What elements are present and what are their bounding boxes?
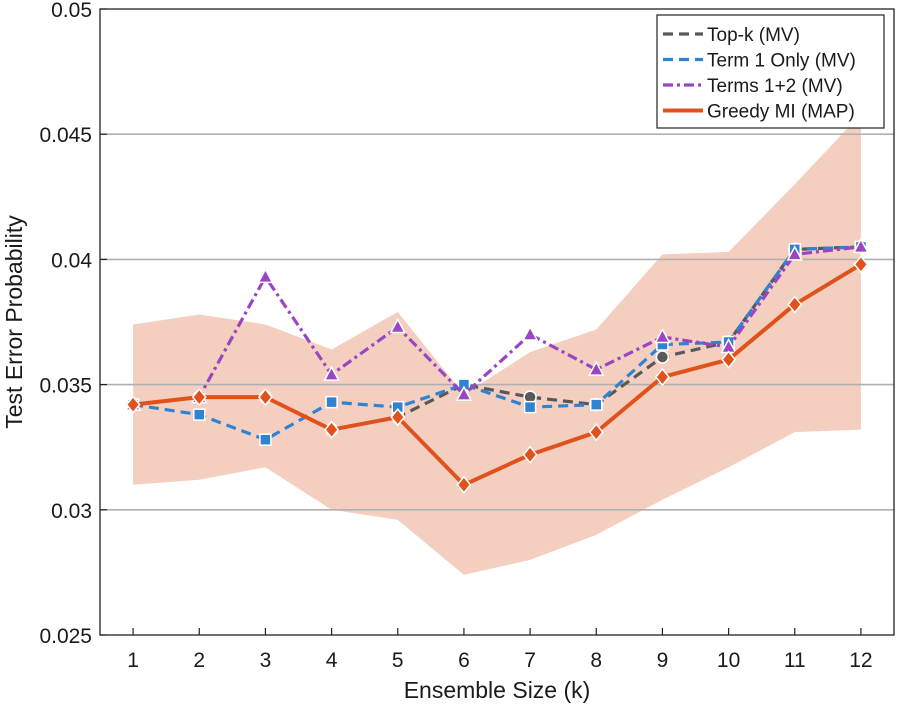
series-line [132, 245, 861, 442]
x-tick-label: 7 [524, 649, 536, 672]
legend-label: Terms 1+2 (MV) [707, 76, 843, 97]
data-point [323, 365, 340, 381]
range-band [133, 114, 861, 575]
data-point [389, 317, 407, 334]
x-tick-label: 3 [260, 649, 272, 672]
legend: Top-k (MV) Term 1 Only (MV) Terms 1+2 (MV)… [656, 14, 885, 129]
x-axis-label: Ensemble Size (k) [404, 677, 591, 703]
data-point [590, 398, 603, 411]
x-tick-label: 1 [127, 649, 139, 672]
x-tick-label: 12 [849, 649, 872, 672]
series-layer [124, 237, 870, 494]
data-point [325, 395, 338, 409]
data-point [455, 385, 473, 401]
data-point [456, 475, 472, 494]
legend-label: Greedy MI (MAP) [707, 102, 855, 123]
data-point [257, 267, 274, 284]
x-tick-label: 6 [458, 649, 470, 672]
data-point [654, 367, 670, 387]
grid-layer [100, 133, 894, 511]
data-point [852, 237, 870, 254]
series-greedy-mi-map [125, 255, 869, 494]
x-tick-label: 8 [590, 649, 602, 672]
confidence-band-layer [133, 114, 861, 575]
y-tick-label: 0.05 [51, 0, 92, 22]
series-line [132, 262, 862, 487]
data-point [587, 360, 605, 376]
x-tick-label: 4 [326, 649, 338, 672]
data-point [191, 387, 207, 407]
y-tick-label: 0.035 [39, 375, 92, 398]
data-point [523, 400, 537, 414]
data-point [257, 387, 273, 407]
plot-frame [99, 8, 895, 636]
data-point [721, 350, 737, 369]
y-tick-label: 0.025 [39, 625, 92, 648]
data-point [786, 245, 804, 261]
data-point [655, 350, 670, 364]
data-point [654, 327, 671, 344]
data-point [390, 407, 406, 427]
data-point [193, 408, 206, 421]
legend-label: Top-k (MV) [707, 25, 800, 46]
data-point [787, 295, 803, 314]
x-tick-label: 5 [392, 649, 404, 672]
data-point [522, 445, 538, 464]
data-point [588, 422, 604, 442]
y-tick-label: 0.04 [51, 249, 92, 272]
x-tick-label: 9 [657, 649, 669, 672]
x-tick-label: 11 [784, 649, 806, 672]
series-line [132, 245, 862, 407]
x-tick-label: 10 [717, 649, 740, 672]
data-point [125, 395, 141, 414]
y-axis-label: Test Error Probability [1, 215, 27, 429]
y-tick-label: 0.03 [51, 500, 92, 523]
data-point [324, 420, 340, 439]
x-tick-label: 2 [193, 649, 205, 672]
data-point [853, 255, 869, 274]
legend-label: Term 1 Only (MV) [707, 51, 856, 72]
data-point [521, 325, 539, 341]
data-point [259, 433, 272, 446]
y-tick-label: 0.045 [39, 124, 92, 147]
